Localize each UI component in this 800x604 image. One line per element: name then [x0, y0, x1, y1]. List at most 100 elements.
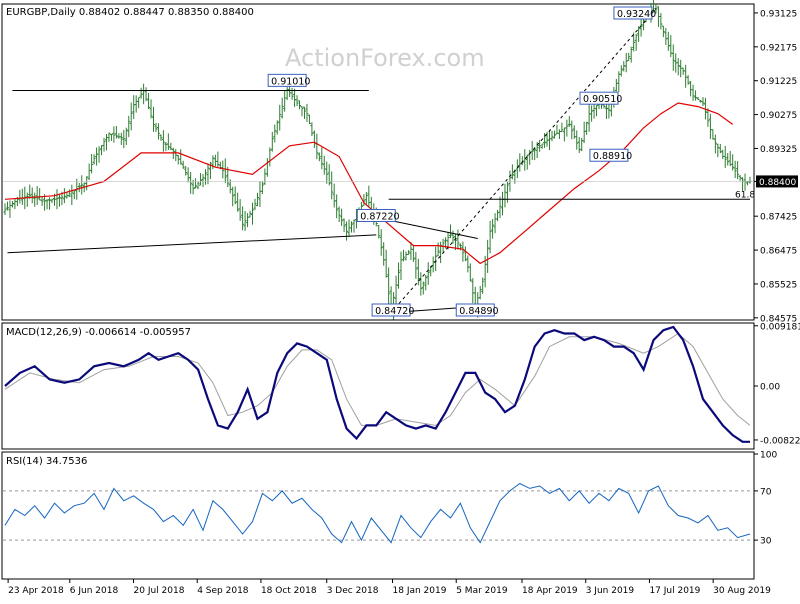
price-bar	[147, 92, 151, 110]
price-bar	[273, 124, 277, 143]
price-bar	[184, 166, 188, 176]
price-bar	[377, 225, 381, 239]
price-bar	[456, 229, 460, 250]
price-bar	[387, 267, 391, 304]
price-bar	[55, 189, 59, 210]
x-axis-tick-label: 18 Jan 2019	[393, 586, 447, 596]
price-bar	[733, 160, 737, 179]
price-bar	[238, 199, 242, 221]
price-bar	[540, 143, 544, 149]
price-bar	[122, 129, 126, 149]
price-bar	[345, 221, 349, 241]
price-bar	[520, 156, 524, 166]
price-annotations-group: 0.93240 0.91010 0.90510 0.88910 0.87220 0.847…	[267, 6, 656, 317]
price-bar	[414, 251, 418, 279]
price-bar	[550, 130, 554, 142]
price-bar	[248, 210, 252, 218]
price-bar	[585, 121, 589, 135]
price-bar	[488, 220, 492, 254]
macd-panel-header: MACD(12,26,9) -0.006614 -0.005957	[6, 327, 191, 338]
price-bar	[671, 44, 675, 71]
price-bar	[62, 188, 66, 204]
price-bar	[236, 192, 240, 212]
price-bar	[575, 130, 579, 150]
price-bar	[174, 148, 178, 162]
price-bar	[716, 143, 720, 158]
price-level-label-text: 0.90510	[583, 94, 622, 105]
price-bar	[691, 84, 695, 101]
x-axis-tick-label: 17 Jul 2019	[649, 586, 700, 596]
projection-trendline	[390, 8, 657, 313]
price-bar	[80, 175, 84, 195]
price-bar	[486, 239, 490, 274]
price-bar	[426, 262, 430, 285]
moving-average-group	[4, 102, 734, 265]
x-axis-tick-label: 20 Jul 2018	[134, 586, 185, 596]
trendline	[7, 234, 377, 254]
price-bar	[736, 161, 740, 180]
price-bar	[10, 201, 14, 208]
price-bar	[335, 194, 339, 219]
price-bar	[379, 229, 383, 256]
y-axis-tick-label: 0.93125	[760, 9, 797, 19]
price-bar	[694, 90, 698, 101]
x-axis-tick-label: 4 Sep 2018	[197, 586, 249, 596]
price-level-label-text: 0.84890	[459, 306, 498, 317]
rsi-series-group	[3, 482, 753, 544]
price-level-label-box	[589, 148, 629, 162]
price-level-label: 0.84890	[455, 303, 499, 317]
y-axis-tick-label: 0.89325	[760, 145, 797, 155]
y-axis-tick-label: 100	[760, 451, 777, 461]
price-bar	[634, 33, 638, 51]
price-bar	[565, 119, 569, 137]
price-bar	[226, 166, 230, 188]
price-bar	[310, 122, 314, 137]
price-bar	[231, 186, 235, 207]
price-bar	[666, 31, 670, 51]
price-bar	[199, 173, 203, 186]
price-bar	[676, 58, 680, 76]
price-bar	[48, 197, 52, 210]
price-bar	[28, 184, 32, 200]
price-bar	[270, 131, 274, 152]
price-bar	[320, 147, 324, 170]
y-axis-tick-label: 0.00	[760, 383, 780, 393]
price-bar	[156, 123, 160, 140]
price-bar	[317, 152, 321, 162]
price-bar	[726, 152, 730, 166]
price-bar	[659, 12, 663, 30]
price-bar	[436, 242, 440, 257]
y-axis-tick-label: 0.90275	[760, 111, 797, 121]
price-bar	[718, 143, 722, 154]
price-bar	[191, 179, 195, 195]
price-bar	[50, 198, 54, 204]
price-bar	[342, 218, 346, 233]
rsi-panel-header: RSI(14) 34.7536	[6, 456, 87, 467]
y-axis-tick-label: 30	[760, 537, 772, 547]
price-bar	[149, 99, 153, 119]
price-bar	[85, 176, 89, 191]
current-price-box	[756, 175, 798, 188]
price-bar	[696, 97, 700, 100]
price-bar	[290, 87, 294, 100]
price-bar	[552, 130, 556, 139]
price-bar	[560, 122, 564, 133]
price-bar	[109, 133, 113, 141]
price-bar	[738, 174, 742, 181]
price-panel-frame	[1, 3, 755, 321]
price-bar	[478, 285, 482, 300]
price-bar	[70, 184, 74, 206]
x-axis-tick-label: 6 Jun 2018	[70, 586, 119, 596]
y-axis-tick-label: -0.008225	[760, 436, 800, 446]
price-bar	[411, 246, 415, 262]
price-bar	[711, 129, 715, 140]
price-level-label-box	[267, 73, 307, 87]
price-bar	[203, 169, 207, 185]
price-bar	[364, 192, 368, 206]
x-axis-tick-label: 30 Aug 2019	[713, 586, 771, 596]
price-level-label-box	[613, 6, 653, 20]
price-level-label: 0.91010	[267, 73, 310, 87]
price-level-label: 0.93240	[613, 6, 656, 20]
